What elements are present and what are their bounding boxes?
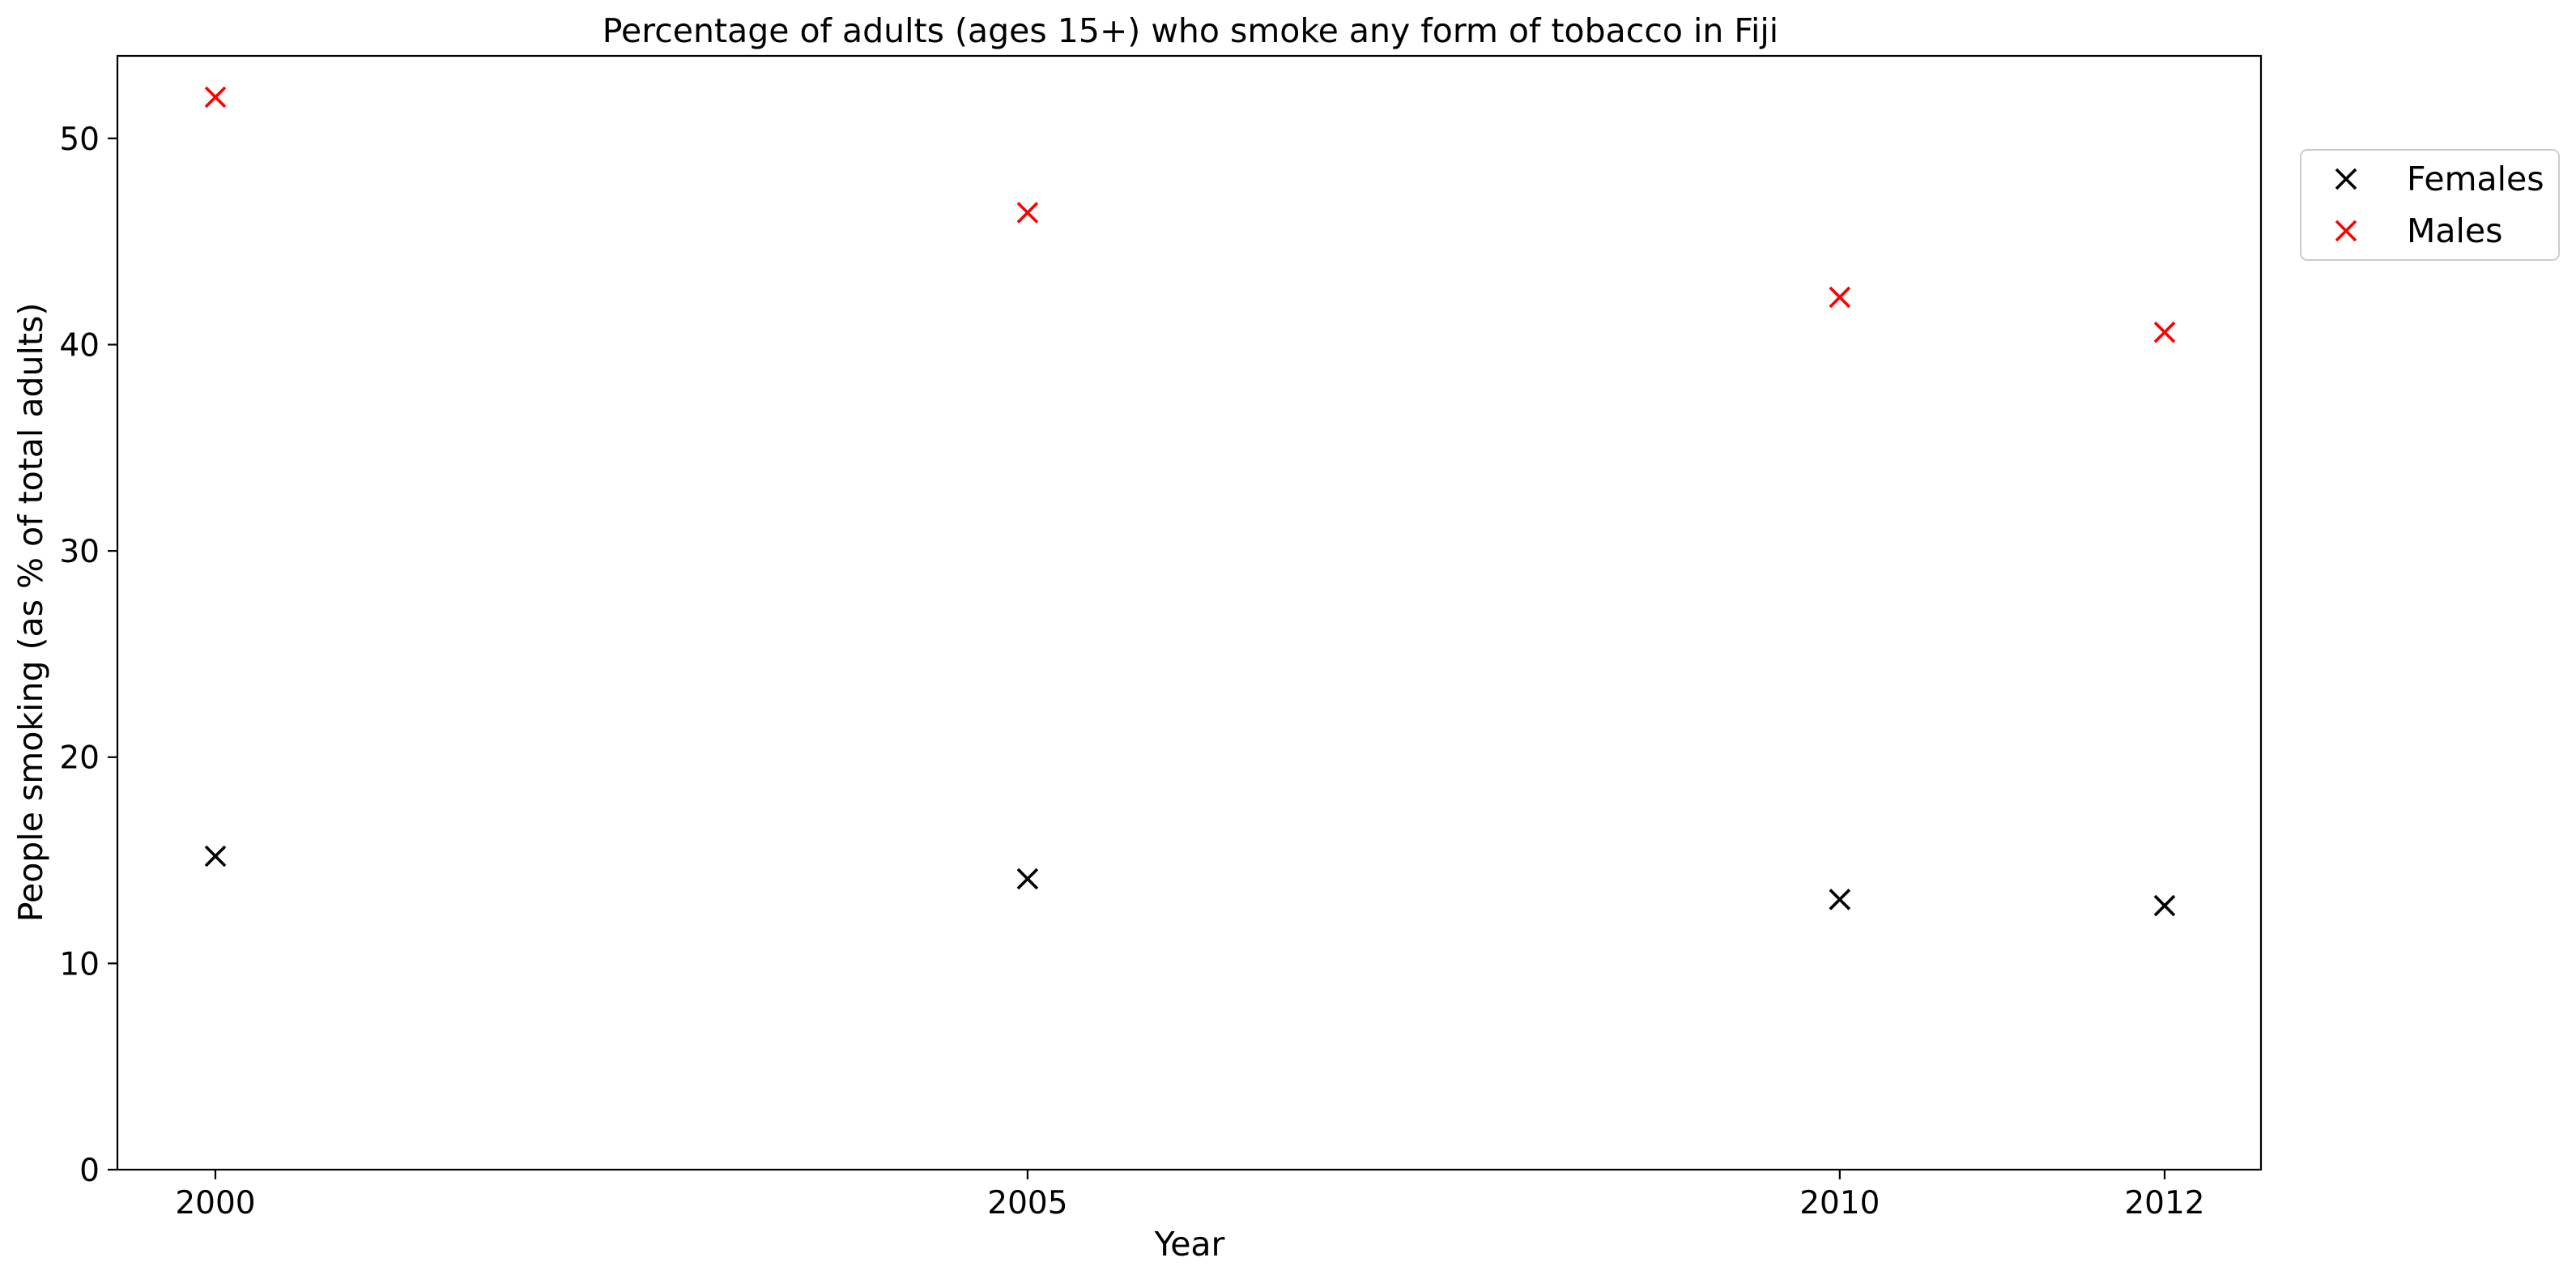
x-tick-label: 2012 xyxy=(2124,1185,2204,1221)
y-tick-label: 10 xyxy=(59,946,100,983)
data-points xyxy=(204,86,2176,917)
legend-label: Females xyxy=(2407,160,2544,198)
chart-title: Percentage of adults (ages 15+) who smok… xyxy=(602,11,1778,50)
females-legend-marker xyxy=(2335,168,2357,190)
males-point xyxy=(204,86,227,109)
x-tick-label: 2010 xyxy=(1799,1185,1880,1221)
males-point xyxy=(1829,286,1851,309)
x-axis: 2000 2005 2010 2012 xyxy=(175,1170,2205,1221)
x-axis-label: Year xyxy=(1154,1225,1225,1264)
legend-label: Males xyxy=(2407,211,2502,250)
females-point xyxy=(1829,889,1851,910)
females-point xyxy=(204,845,227,868)
males-legend-marker xyxy=(2335,220,2357,242)
y-axis: 0 10 20 30 40 50 xyxy=(59,122,117,1189)
y-tick-label: 50 xyxy=(59,122,100,158)
y-tick-label: 40 xyxy=(59,327,100,364)
females-point xyxy=(1016,868,1039,890)
y-tick-label: 20 xyxy=(59,740,100,777)
x-tick-label: 2000 xyxy=(175,1185,255,1221)
males-point xyxy=(2153,321,2176,343)
y-tick-label: 30 xyxy=(59,534,100,570)
legend: Females Males xyxy=(2300,149,2560,261)
legend-box xyxy=(2300,149,2560,261)
x-tick-label: 2005 xyxy=(987,1185,1067,1221)
plot-area xyxy=(116,54,2263,1171)
females-point xyxy=(2153,894,2176,917)
y-axis-label: People smoking (as % of total adults) xyxy=(11,303,50,923)
males-point xyxy=(1016,202,1039,224)
y-tick-label: 0 xyxy=(79,1153,100,1189)
